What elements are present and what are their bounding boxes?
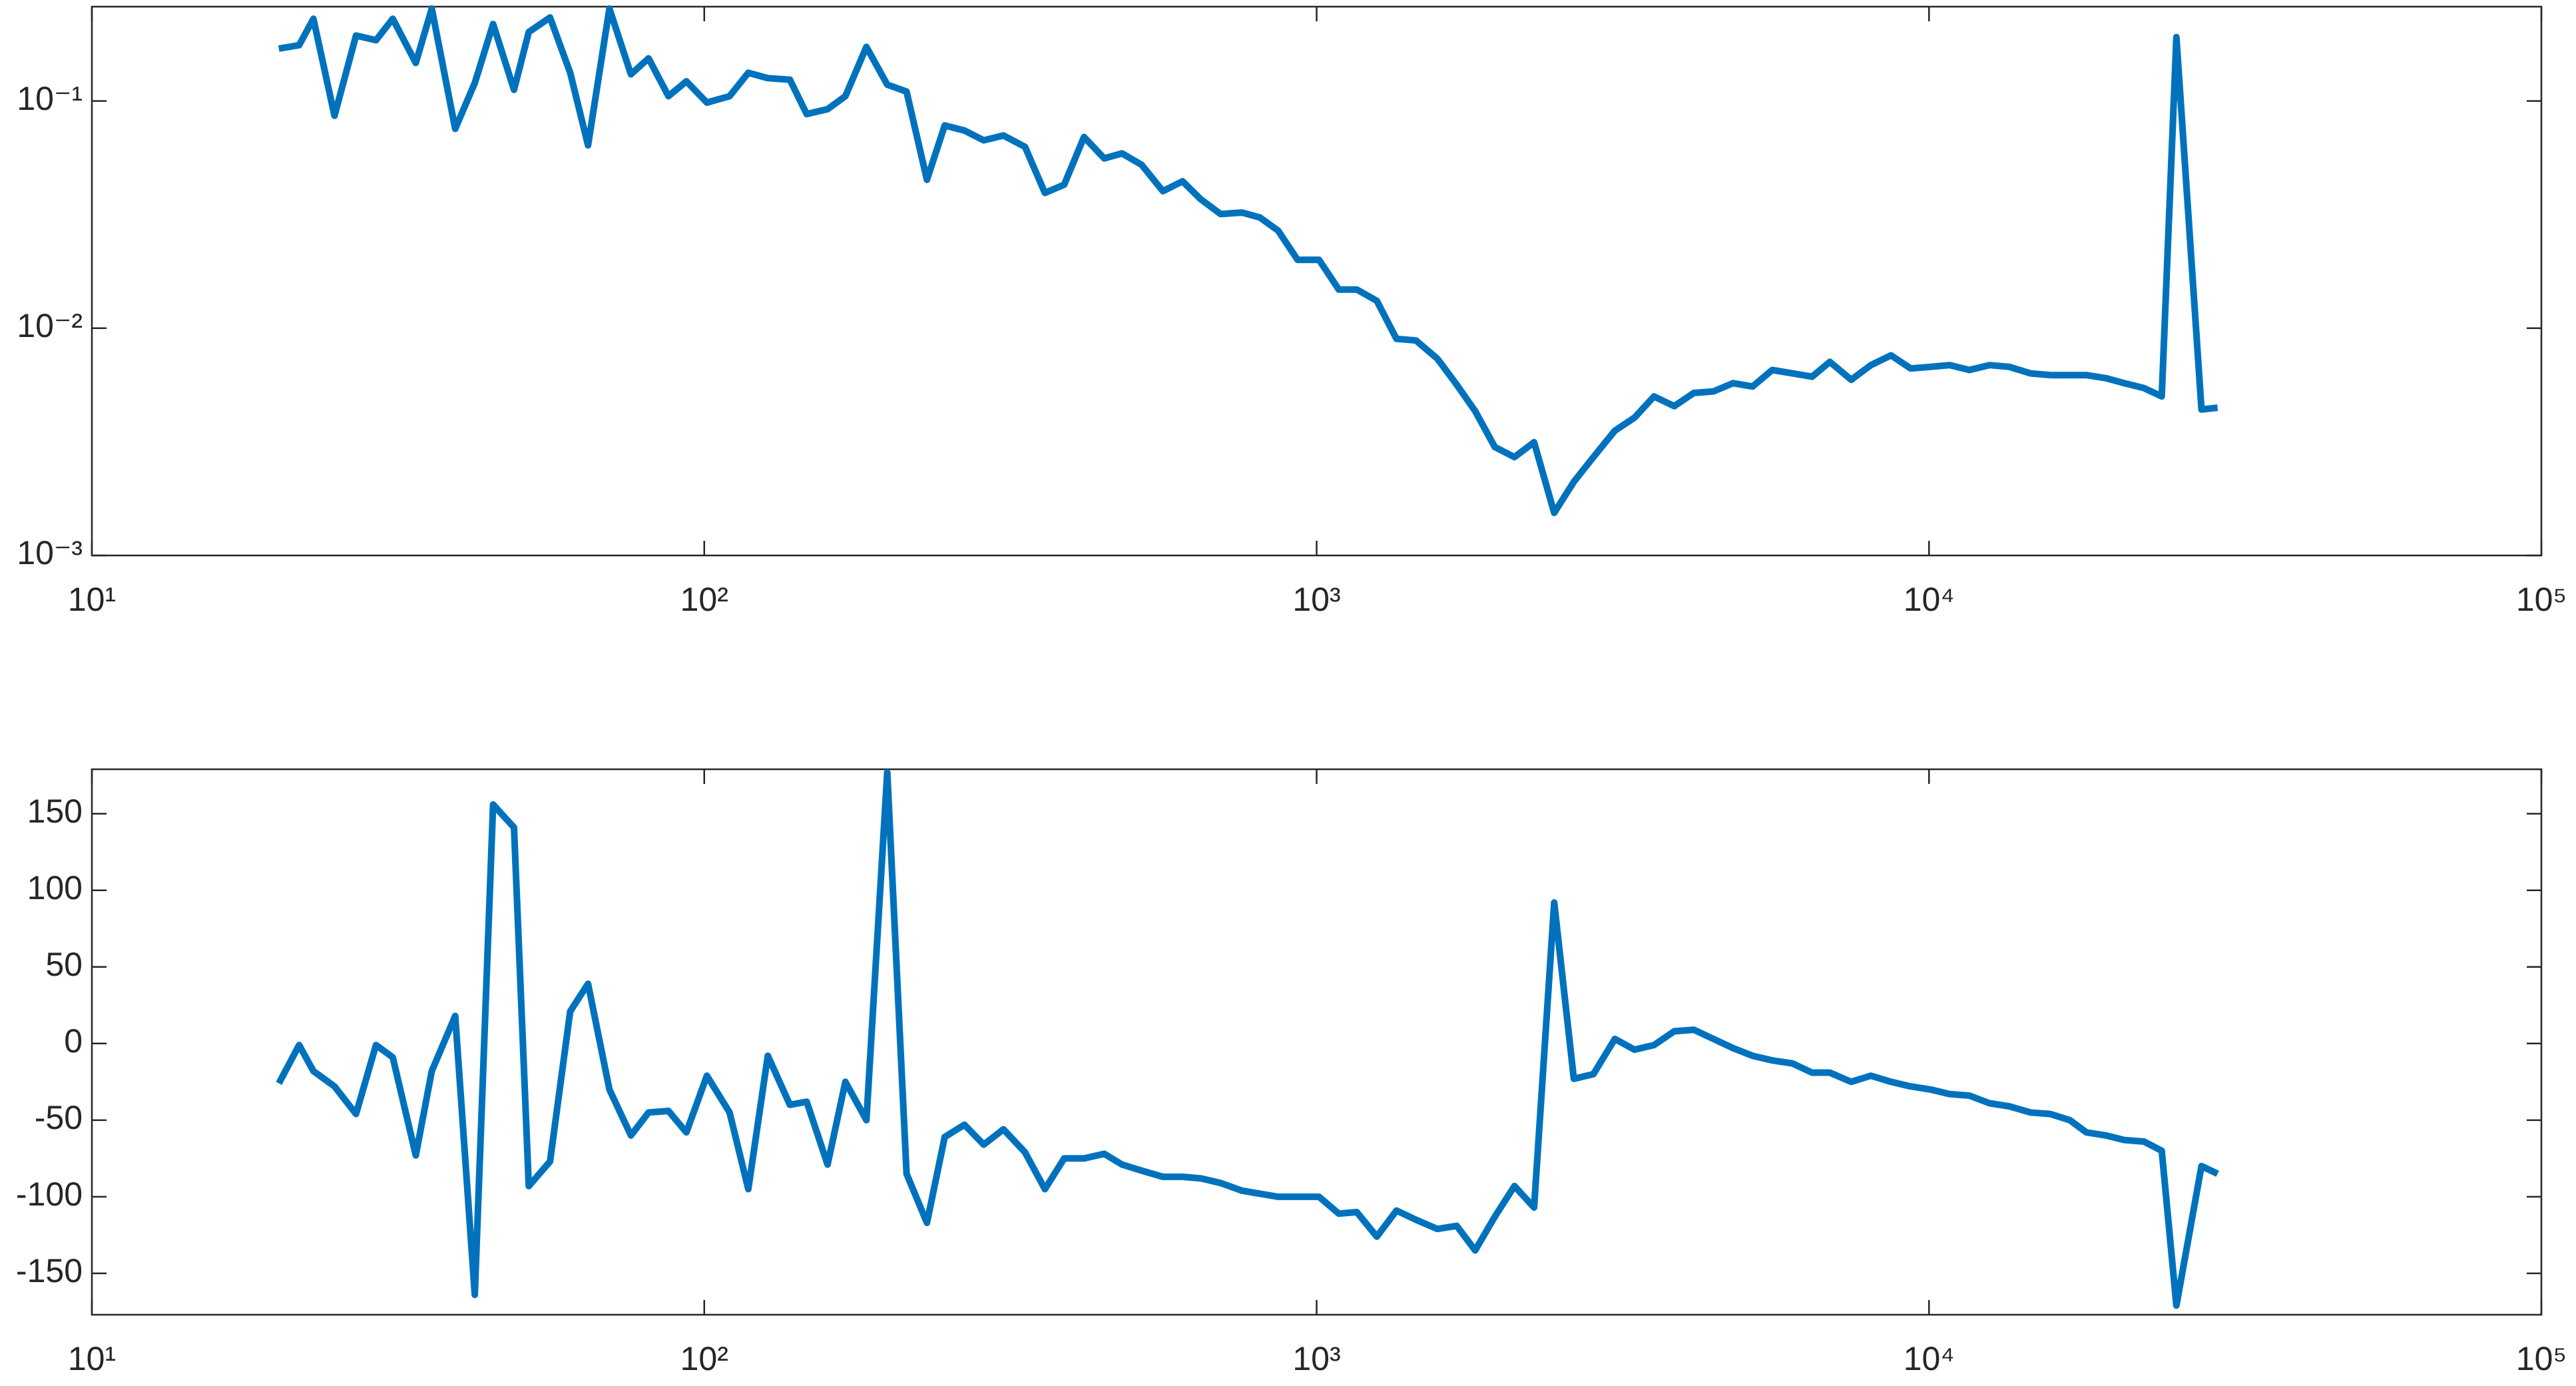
y-tick-label: -50: [35, 1099, 83, 1136]
x-tick-label: 10⁴: [1904, 1340, 1955, 1377]
y-tick-label: 50: [45, 946, 83, 983]
x-tick-label: 10³: [1292, 1340, 1340, 1377]
y-tick-label: 0: [64, 1022, 83, 1060]
x-tick-label: 10¹: [68, 581, 116, 618]
y-tick-label: -150: [16, 1252, 83, 1289]
x-tick-label: 10¹: [68, 1340, 116, 1377]
x-tick-label: 10⁵: [2516, 1340, 2567, 1377]
data-line: [276, 769, 2219, 1309]
x-tick-label: 10²: [680, 1340, 728, 1377]
x-tick-label: 10²: [680, 581, 728, 618]
y-tick-label: 150: [27, 793, 83, 830]
y-tick-label: 10⁻²: [17, 307, 83, 344]
x-tick-label: 10⁴: [1904, 581, 1955, 618]
y-tick-label: 10⁻¹: [17, 80, 83, 117]
y-tick-label: -100: [16, 1176, 83, 1213]
x-tick-label: 10³: [1292, 581, 1340, 618]
data-line: [278, 5, 2218, 516]
y-tick-label: 100: [27, 869, 83, 906]
y-tick-label: 10⁻³: [17, 534, 83, 571]
x-tick-label: 10⁵: [2516, 581, 2567, 618]
